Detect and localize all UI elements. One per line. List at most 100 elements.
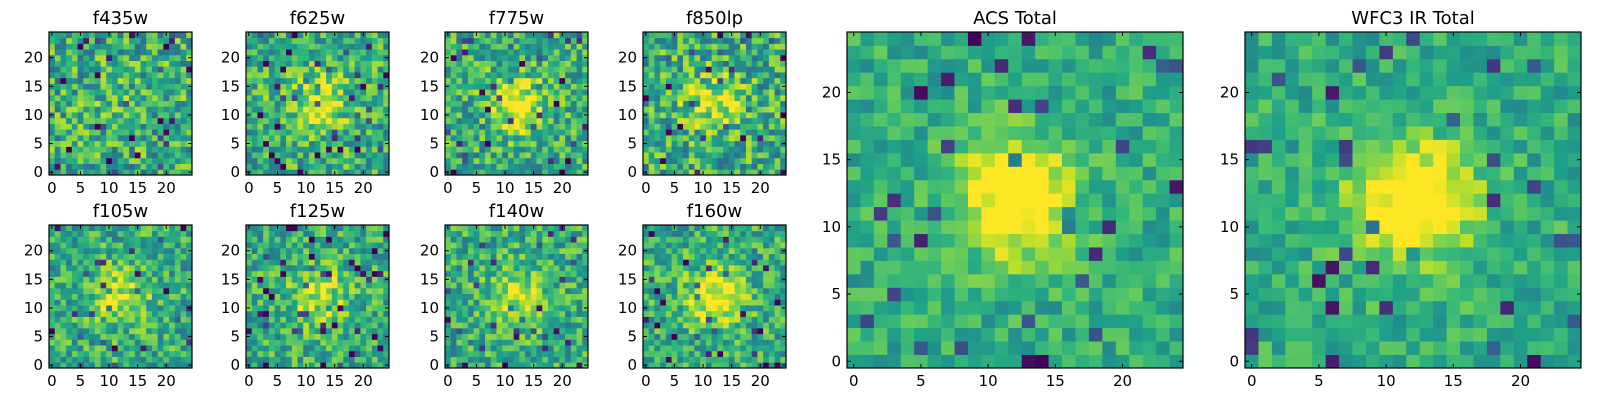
heatmap-cell — [723, 66, 730, 73]
heatmap-cell — [582, 89, 589, 96]
heatmap-cell — [83, 259, 90, 266]
heatmap-cell — [450, 236, 457, 243]
heatmap-cell — [83, 350, 90, 357]
heatmap-cell — [456, 270, 463, 277]
heatmap-cell — [383, 259, 390, 266]
heatmap-cell — [371, 129, 378, 136]
heatmap-cell — [525, 60, 532, 67]
heatmap-cell — [174, 66, 181, 73]
heatmap-cell — [371, 327, 378, 335]
heatmap-cell — [542, 94, 549, 102]
heatmap-cell — [723, 146, 730, 153]
heatmap-cell — [490, 327, 497, 335]
heatmap-cell — [582, 117, 589, 124]
heatmap-cell — [186, 100, 193, 107]
heatmap-cell — [54, 293, 61, 300]
heatmap-cell — [83, 310, 90, 317]
heatmap-cell — [660, 112, 667, 119]
heatmap-cell — [326, 49, 333, 56]
heatmap-cell — [263, 43, 270, 50]
heatmap-cell — [71, 60, 78, 67]
heatmap-cell — [723, 350, 730, 357]
heatmap-cell — [496, 270, 503, 277]
heatmap-cell — [263, 327, 270, 335]
heatmap-cell — [366, 60, 373, 67]
heatmap-cell — [525, 117, 532, 124]
heatmap-cell — [559, 77, 566, 84]
heatmap-cell — [60, 242, 67, 249]
heatmap-cell — [286, 134, 293, 142]
heatmap-cell — [683, 60, 690, 67]
heatmap-cell — [366, 72, 373, 79]
heatmap-cell — [456, 77, 463, 84]
heatmap-cell — [462, 157, 469, 164]
heatmap-cell — [157, 287, 164, 295]
heatmap-cell — [134, 282, 141, 289]
heatmap-cell — [700, 293, 707, 300]
heatmap-cell — [320, 89, 327, 96]
heatmap-cell — [129, 49, 136, 56]
heatmap-cell — [648, 43, 655, 50]
heatmap-cell — [700, 350, 707, 357]
heatmap-cell — [377, 270, 384, 277]
heatmap-cell — [582, 100, 589, 107]
heatmap-cell — [665, 134, 672, 142]
heatmap-cell — [507, 356, 515, 363]
heatmap-cell — [456, 169, 463, 176]
heatmap-cell — [751, 129, 758, 136]
heatmap-cell — [111, 140, 119, 147]
heatmap-cell — [536, 282, 543, 289]
heatmap-cell — [576, 140, 583, 147]
heatmap-cell — [479, 345, 486, 352]
heatmap-cell — [331, 299, 338, 306]
y-tick-label: 10 — [24, 106, 43, 124]
heatmap-cell — [683, 123, 690, 130]
heatmap-cell — [89, 89, 96, 96]
heatmap-cell — [83, 157, 90, 164]
heatmap-cell — [654, 134, 661, 142]
heatmap-cell — [268, 134, 275, 142]
heatmap-cell — [456, 333, 463, 340]
heatmap-cell — [445, 129, 452, 136]
heatmap-cell — [582, 129, 589, 136]
heatmap-cell — [331, 49, 338, 56]
heatmap-cell — [654, 305, 661, 312]
heatmap-cell — [530, 282, 537, 289]
heatmap-cell — [536, 157, 543, 164]
heatmap-cell — [157, 362, 164, 369]
heatmap-cell — [559, 259, 566, 266]
heatmap-cell — [343, 350, 350, 357]
heatmap-cell — [129, 134, 136, 142]
heatmap-cell — [66, 305, 73, 312]
heatmap-cell — [576, 43, 583, 50]
heatmap-cell — [274, 54, 281, 61]
heatmap-cell — [660, 282, 667, 289]
heatmap-cell — [117, 327, 124, 335]
heatmap-cell — [89, 134, 96, 142]
heatmap-cell — [146, 253, 153, 260]
heatmap-cell — [377, 134, 384, 142]
heatmap-cell — [320, 230, 327, 237]
heatmap-cell — [705, 123, 713, 130]
heatmap-cell — [496, 83, 503, 90]
heatmap-cell — [677, 169, 684, 176]
heatmap-cell — [146, 66, 153, 73]
heatmap-cell — [576, 134, 583, 142]
heatmap-cell — [507, 43, 515, 50]
heatmap-cell — [576, 123, 583, 130]
heatmap-cell — [383, 43, 390, 50]
heatmap-cell — [331, 140, 338, 147]
heatmap-cell — [723, 287, 730, 295]
heatmap-cell — [711, 134, 718, 142]
heatmap-cell — [677, 37, 684, 44]
heatmap-cell — [303, 316, 310, 323]
heatmap-cell — [140, 253, 147, 260]
heatmap-cell — [536, 327, 543, 335]
heatmap-cell — [297, 276, 304, 283]
heatmap-cell — [54, 163, 61, 170]
heatmap-cell — [60, 169, 67, 176]
heatmap-cell — [157, 100, 164, 107]
heatmap-cell — [83, 287, 90, 295]
heatmap-cell — [377, 37, 384, 44]
heatmap-cell — [582, 282, 589, 289]
